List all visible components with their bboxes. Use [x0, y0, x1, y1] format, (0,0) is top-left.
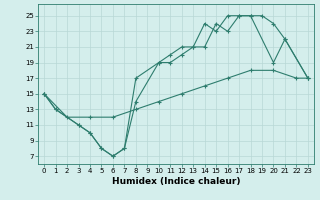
X-axis label: Humidex (Indice chaleur): Humidex (Indice chaleur): [112, 177, 240, 186]
